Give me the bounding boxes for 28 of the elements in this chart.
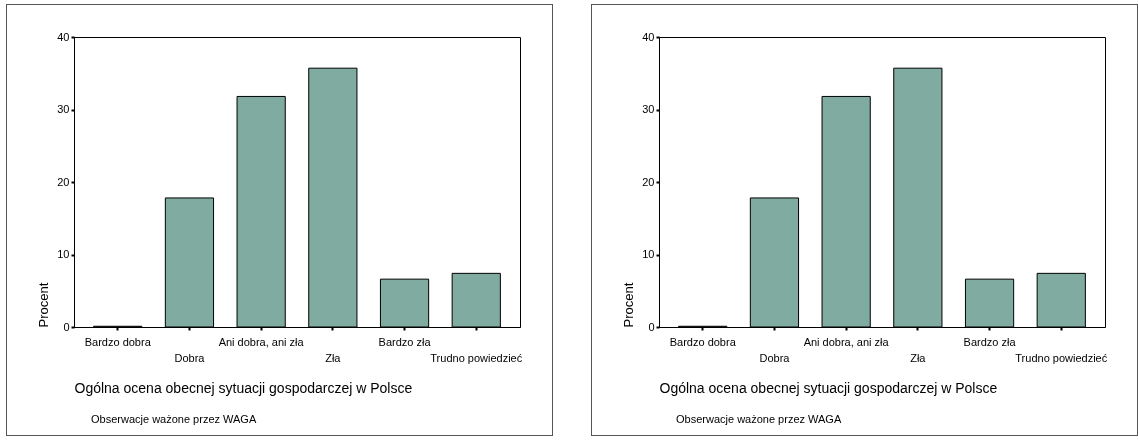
y-tick-label: 30 xyxy=(57,103,70,115)
x-tick-label: Trudno powiedzieć xyxy=(1015,351,1108,364)
x-axis-title: Ogólna ocena obecnej sytuacji gospodarczej w Polsce xyxy=(659,379,998,396)
text: Obserwacje ważone przez WAGA xyxy=(91,413,257,425)
y-tick-label: 10 xyxy=(57,248,70,260)
x-tick-label: Bardzo dobra xyxy=(84,335,152,348)
x-tick-label: Trudno powiedzieć xyxy=(430,351,523,364)
y-tick-label: 0 xyxy=(63,320,70,333)
y-tick-label: 40 xyxy=(57,30,70,43)
y-tick-label: 20 xyxy=(57,175,70,188)
text: Obserwacje ważone przez WAGA xyxy=(676,413,842,425)
x-tick-label: Dobra xyxy=(174,351,206,364)
x-tick-label: Zła xyxy=(325,351,342,364)
y-tick-label: 10 xyxy=(642,248,655,260)
x-tick-label: Bardzo dobra xyxy=(669,335,737,348)
y-tick-label: 0 xyxy=(648,320,655,333)
x-tick-label: Bardzo zła xyxy=(378,335,432,348)
y-axis-title: Procent xyxy=(621,282,637,328)
x-tick-label: Ani dobra, ani zła xyxy=(218,335,305,348)
y-tick-label: 40 xyxy=(642,30,655,43)
x-tick-label: Ani dobra, ani zła xyxy=(803,335,890,348)
x-tick-label: Dobra xyxy=(759,351,791,364)
x-tick-label: Zła xyxy=(910,351,927,364)
y-axis-title: Procent xyxy=(36,282,52,328)
x-axis-title: Ogólna ocena obecnej sytuacji gospodarczej w Polsce xyxy=(74,379,413,396)
y-tick-label: 20 xyxy=(642,175,655,188)
x-tick-label: Bardzo zła xyxy=(963,335,1017,348)
y-tick-label: 30 xyxy=(642,103,655,115)
